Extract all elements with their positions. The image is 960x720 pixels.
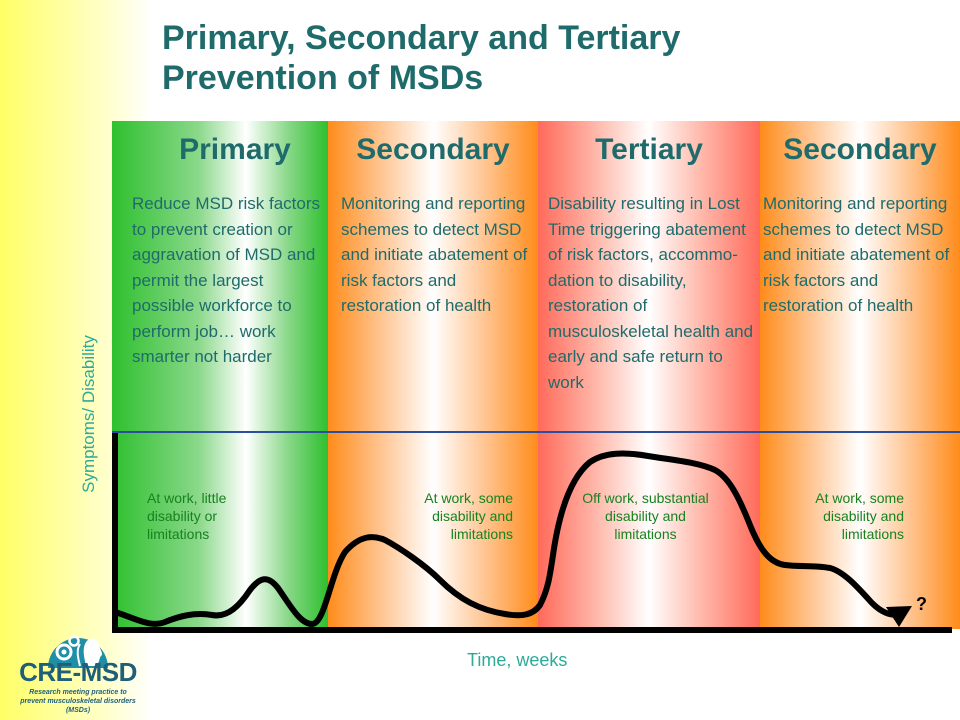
tertiary-heading: Tertiary (595, 133, 703, 166)
primary-description: Reduce MSD risk factors to prevent creat… (132, 194, 320, 366)
tertiary-status-note: Off work, substantial disability and lim… (582, 490, 709, 542)
primary-column: Primary Reduce MSD risk factors to preve… (112, 121, 328, 629)
divider-line (112, 431, 960, 433)
primary-heading: Primary (179, 133, 291, 166)
x-axis-label: Time, weeks (467, 650, 568, 670)
secondary-column-2: Secondary Monitoring and reporting schem… (760, 121, 960, 629)
secondary-heading-2: Secondary (783, 133, 937, 166)
x-axis (112, 627, 952, 633)
logo-tagline: Research meeting practice to prevent mus… (20, 689, 136, 714)
y-axis-label: Symptoms/ Disability (79, 335, 98, 493)
logo-wordmark: CRE-MSD (19, 657, 137, 687)
slide-title: Primary, Secondary and Tertiary Preventi… (162, 18, 942, 98)
secondary-column-1: Secondary Monitoring and reporting schem… (328, 121, 538, 629)
secondary-status-note-2: At work, some disability and limitations (815, 490, 904, 542)
primary-status-note: At work, little disability or limitation… (147, 490, 227, 542)
curve-arrowhead (886, 606, 912, 627)
y-axis (112, 433, 118, 633)
logo-heads-gears-icon (48, 635, 108, 668)
secondary-description-1: Monitoring and reporting schemes to dete… (341, 194, 528, 315)
symptom-curve (112, 450, 901, 628)
title-line-2: Prevention of MSDs (162, 59, 484, 97)
tertiary-column: Tertiary Disability resulting in Lost Ti… (538, 121, 760, 629)
tertiary-description: Disability resulting in Lost Time trigge… (548, 194, 754, 392)
secondary-heading-1: Secondary (356, 133, 510, 166)
title-line-1: Primary, Secondary and Tertiary (162, 19, 681, 57)
cre-msd-logo: CRE-MSD Research meeting practice to pre… (14, 612, 142, 714)
secondary-description-2: Monitoring and reporting schemes to dete… (763, 194, 950, 315)
end-question-mark: ? (916, 594, 927, 614)
secondary-status-note-1: At work, some disability and limitations (424, 490, 513, 542)
